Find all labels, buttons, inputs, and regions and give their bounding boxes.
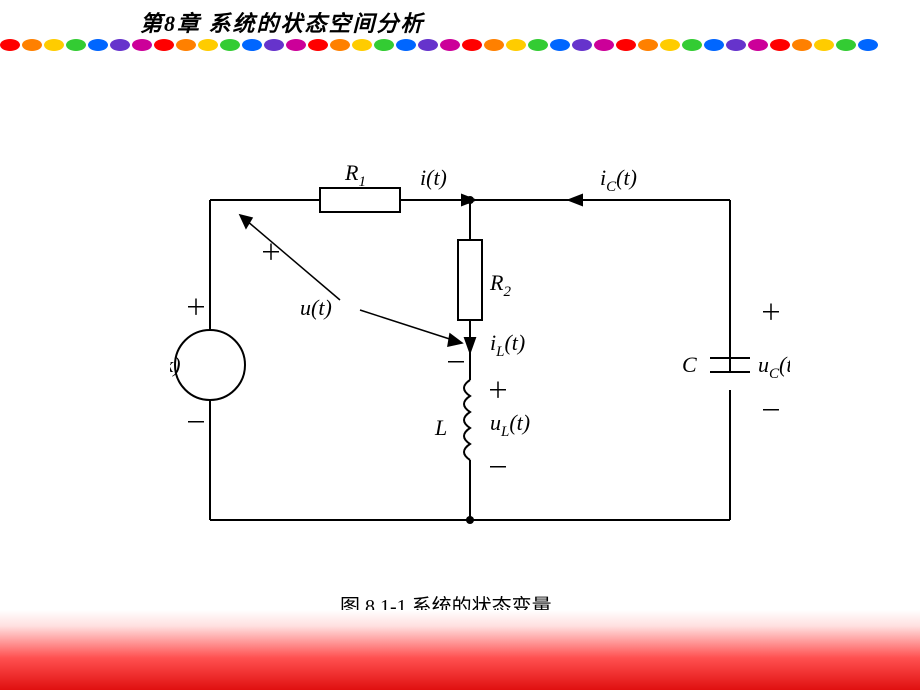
label-it: i(t) — [420, 165, 447, 190]
label-r2: R2 — [489, 270, 511, 300]
label-ult: uL(t) — [490, 410, 530, 440]
source-plus: ＋ — [185, 295, 207, 320]
circuit-diagram: R1 R2 i(t) iC(t) iL(t) u(t) uL(t) uC(t) … — [170, 140, 790, 570]
footer-gradient — [0, 610, 920, 690]
label-ilt: iL(t) — [490, 330, 525, 360]
ul-plus: ＋ — [487, 378, 509, 403]
page-heading: 第8章 系统的状态空间分析 — [140, 6, 425, 38]
label-c: C — [682, 352, 697, 377]
uc-minus: － — [760, 398, 782, 423]
uc-plus: ＋ — [760, 300, 782, 325]
label-ict: iC(t) — [600, 165, 637, 195]
label-r1: R1 — [344, 160, 366, 190]
decorative-bead-row — [0, 38, 920, 54]
source-minus: － — [185, 410, 207, 435]
label-fk: f(k) — [170, 352, 181, 377]
ut-minus: － — [445, 350, 467, 375]
label-ut: u(t) — [300, 295, 332, 320]
label-l: L — [434, 415, 447, 440]
ut-plus: ＋ — [260, 240, 282, 265]
label-uct: uC(t) — [758, 352, 790, 382]
ul-minus: － — [487, 455, 509, 480]
